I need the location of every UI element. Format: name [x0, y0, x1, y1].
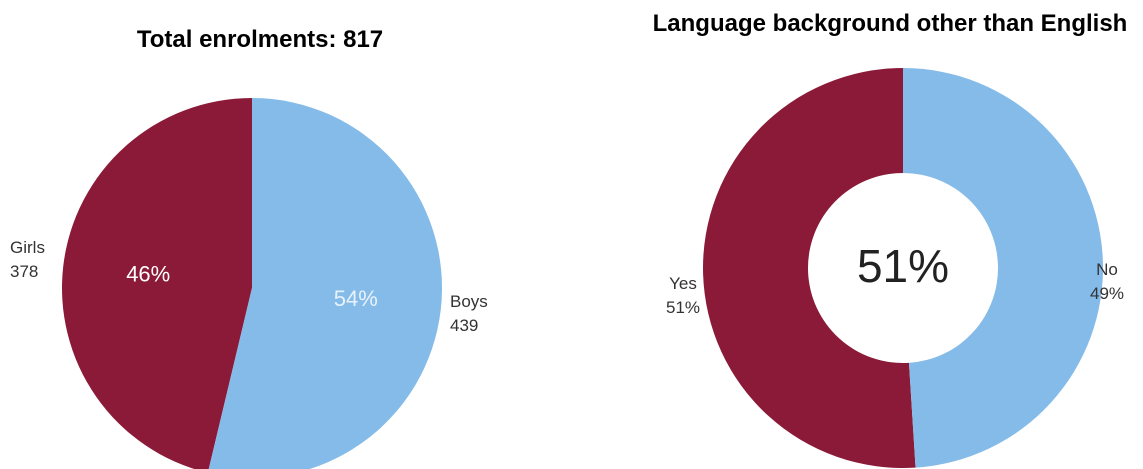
label-boys-name: Boys — [450, 292, 488, 311]
slice-girls — [62, 98, 252, 469]
label-girls: Girls 378 — [10, 236, 45, 284]
chart-title-language: Language background other than English — [652, 10, 1128, 37]
slice-percent-boys: 54% — [334, 286, 378, 311]
label-boys: Boys 439 — [450, 290, 488, 338]
label-no-name: No — [1096, 260, 1118, 279]
slice-no — [903, 68, 1103, 468]
slice-percent-girls: 46% — [126, 262, 170, 287]
donut-center-percent: 51% — [857, 240, 949, 292]
label-boys-count: 439 — [450, 316, 479, 335]
slice-boys — [208, 98, 442, 469]
chart-title-enrolments: Total enrolments: 817 — [136, 26, 384, 53]
label-no-percent: 49% — [1090, 284, 1125, 303]
label-yes: Yes 51% — [666, 272, 700, 320]
slice-yes — [702, 68, 916, 468]
label-girls-name: Girls — [10, 238, 45, 257]
label-yes-percent: 51% — [666, 298, 701, 317]
label-no: No 49% — [1090, 258, 1124, 306]
label-girls-count: 378 — [10, 262, 39, 281]
label-yes-name: Yes — [669, 274, 697, 293]
